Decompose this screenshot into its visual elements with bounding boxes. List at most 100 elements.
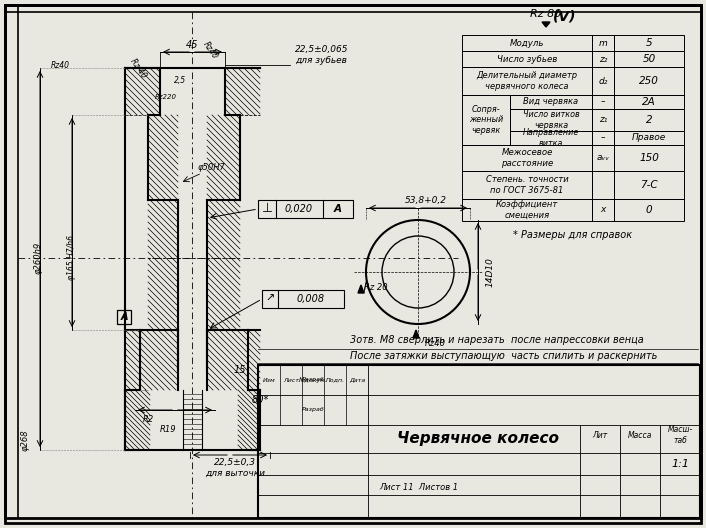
- Text: m: m: [599, 39, 607, 48]
- Text: Rz220: Rz220: [155, 94, 177, 100]
- Text: φ165 H7/h6: φ165 H7/h6: [68, 235, 76, 280]
- Polygon shape: [148, 73, 154, 82]
- Text: Подп.: Подп.: [325, 378, 345, 382]
- Text: Направление
витка: Направление витка: [523, 128, 579, 148]
- Text: Разраб: Разраб: [301, 378, 324, 382]
- Text: Разраб: Разраб: [301, 408, 324, 412]
- Text: Масса: Масса: [628, 430, 652, 439]
- Bar: [592, 51, 614, 67]
- Text: 3отв. М8 сверлить и нарезать  после напрессовки венца: 3отв. М8 сверлить и нарезать после напре…: [350, 335, 644, 345]
- Bar: [614, 131, 684, 145]
- Text: 2A: 2A: [642, 97, 656, 107]
- Text: Изм: Изм: [263, 378, 275, 382]
- Text: Масш-
таб: Масш- таб: [667, 425, 693, 445]
- Bar: [614, 35, 684, 51]
- Text: Коэффициент
смещения: Коэффициент смещения: [496, 200, 558, 220]
- Text: aᵥᵥ: aᵥᵥ: [597, 154, 609, 163]
- Text: 7-С: 7-С: [640, 180, 658, 190]
- Text: Вид червяка: Вид червяка: [523, 98, 578, 107]
- Text: Rz 40: Rz 40: [128, 56, 148, 79]
- Bar: [462, 35, 592, 51]
- Bar: [592, 131, 614, 145]
- Text: 22,5±0,065
для зубьев: 22,5±0,065 для зубьев: [295, 45, 349, 65]
- Text: 2: 2: [646, 115, 652, 125]
- Text: Дата: Дата: [349, 378, 365, 382]
- Bar: [258, 365, 700, 518]
- Text: 150: 150: [639, 153, 659, 163]
- Bar: [592, 171, 614, 199]
- Bar: [614, 109, 684, 131]
- Text: Правое: Правое: [632, 134, 666, 143]
- Text: 5: 5: [646, 38, 652, 48]
- Text: Лит: Лит: [592, 430, 608, 439]
- Text: Rz40: Rz40: [51, 61, 69, 70]
- Text: Rz40: Rz40: [424, 340, 445, 348]
- Bar: [462, 145, 592, 171]
- Text: 15: 15: [234, 365, 246, 375]
- Text: 53,8+0,2: 53,8+0,2: [405, 196, 447, 205]
- Text: 0: 0: [646, 205, 652, 215]
- Bar: [462, 67, 592, 95]
- Polygon shape: [220, 55, 226, 65]
- Text: Rz 80: Rz 80: [530, 9, 562, 19]
- Bar: [592, 35, 614, 51]
- Text: A: A: [120, 312, 128, 322]
- Text: (V): (V): [554, 9, 577, 23]
- Bar: [510, 109, 592, 131]
- Text: 45: 45: [186, 40, 198, 50]
- Bar: [462, 95, 510, 145]
- Text: z₂: z₂: [599, 54, 607, 63]
- Bar: [510, 131, 592, 145]
- Text: 50: 50: [642, 54, 656, 64]
- Bar: [592, 95, 614, 109]
- Bar: [258, 200, 353, 218]
- Bar: [614, 145, 684, 171]
- Text: Делительный диаметр
червячного колеса: Делительный диаметр червячного колеса: [477, 71, 578, 91]
- Text: –: –: [601, 134, 605, 143]
- Text: Степень. точности
по ГОСТ 3675-81: Степень. точности по ГОСТ 3675-81: [486, 175, 568, 195]
- Text: Rz 20: Rz 20: [364, 282, 388, 291]
- Text: Лист 11  Листов 1: Лист 11 Листов 1: [379, 483, 459, 492]
- Text: Rz40: Rz40: [201, 40, 219, 60]
- Text: A: A: [334, 204, 342, 214]
- Text: Червячное колесо: Червячное колесо: [397, 431, 559, 447]
- Text: Сопря-
женный
червяк: Сопря- женный червяк: [469, 105, 503, 135]
- Text: R19: R19: [160, 426, 176, 435]
- Text: №докум.: №докум.: [299, 377, 328, 383]
- Bar: [592, 67, 614, 95]
- Bar: [462, 51, 592, 67]
- Text: 250: 250: [639, 76, 659, 86]
- Text: ⊥: ⊥: [261, 203, 273, 215]
- Polygon shape: [542, 22, 550, 27]
- Polygon shape: [358, 285, 364, 293]
- Bar: [117, 310, 131, 324]
- Text: * Размеры для справок: * Размеры для справок: [513, 230, 633, 240]
- Text: Модуль: Модуль: [510, 39, 544, 48]
- Bar: [592, 199, 614, 221]
- Bar: [462, 171, 592, 199]
- Bar: [462, 199, 592, 221]
- Text: 80*: 80*: [251, 395, 269, 405]
- Text: 0,008: 0,008: [297, 294, 325, 304]
- Text: После затяжки выступающую  часть спилить и раскернить: После затяжки выступающую часть спилить …: [350, 351, 657, 361]
- Polygon shape: [55, 67, 60, 75]
- Bar: [614, 51, 684, 67]
- Text: φ268: φ268: [20, 429, 30, 451]
- Text: 2,5: 2,5: [174, 76, 186, 84]
- Text: Число витков
червяка: Число витков червяка: [522, 110, 580, 130]
- Text: 14D10: 14D10: [486, 257, 494, 287]
- Text: φ260h9: φ260h9: [33, 242, 42, 274]
- Text: φ50H7: φ50H7: [198, 164, 226, 173]
- Bar: [614, 171, 684, 199]
- Text: ↗: ↗: [265, 294, 275, 304]
- Bar: [614, 67, 684, 95]
- Polygon shape: [413, 330, 419, 338]
- Bar: [592, 109, 614, 131]
- Bar: [614, 199, 684, 221]
- Text: z₁: z₁: [599, 116, 607, 125]
- Text: d₂: d₂: [598, 77, 608, 86]
- Bar: [614, 95, 684, 109]
- Text: 0,020: 0,020: [285, 204, 313, 214]
- Text: R2: R2: [143, 416, 154, 425]
- Text: –: –: [601, 98, 605, 107]
